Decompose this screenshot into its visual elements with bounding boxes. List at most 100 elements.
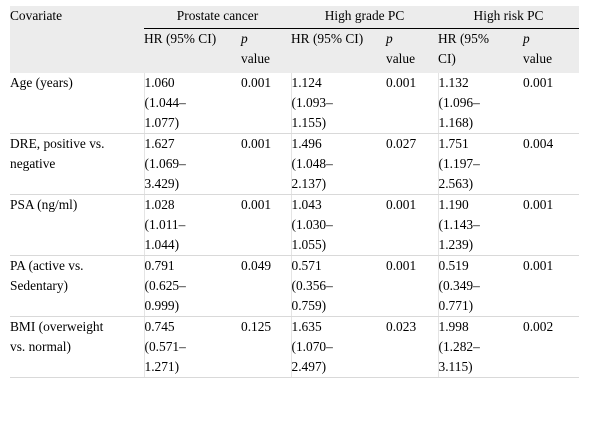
hr-text: 2.497) [291, 359, 327, 374]
hr-cell: 1.496 (1.048– 2.137) [290, 133, 387, 195]
p-header-3: p value [523, 28, 580, 73]
hr-header-2: HR (95% CI) [291, 28, 387, 73]
hr-text: 0.771) [438, 298, 474, 313]
hr-cell: 0.571 (0.356– 0.759) [290, 255, 387, 317]
hr-cell: 0.519 (0.349– 0.771) [437, 255, 524, 317]
hr-cell: 1.132 (1.096– 1.168) [437, 73, 524, 134]
hr-header-text: HR (95% [438, 31, 489, 46]
hr-header-text: CI) [438, 51, 456, 66]
hr-text: 1.751 [438, 136, 469, 151]
hr-text: 1.028 [144, 197, 175, 212]
group-header-high-grade-pc: High grade PC [291, 6, 439, 29]
hr-text: (0.349– [438, 278, 480, 293]
hr-text: 2.563) [438, 176, 474, 191]
covariate-cell: BMI (overweight vs. normal) [10, 316, 144, 378]
p-value-cell: 0.001 [241, 133, 292, 195]
hr-text: (1.030– [291, 217, 333, 232]
covariate-cell: PA (active vs. Sedentary) [10, 255, 144, 317]
hr-text: 1.998 [438, 319, 469, 334]
hr-text: 1.055) [291, 237, 327, 252]
hr-text: 0.519 [438, 258, 469, 273]
hr-text: 1.132 [438, 75, 469, 90]
p-value-cell: 0.023 [386, 316, 439, 378]
header-sub-row: HR (95% CI) p value HR (95% CI) p value HR… [10, 28, 580, 73]
hr-text: (0.356– [291, 278, 333, 293]
hr-text: (1.011– [144, 217, 186, 232]
covariate-header: Covariate [10, 6, 144, 73]
p-value-cell: 0.002 [523, 316, 580, 378]
hr-text: (1.093– [291, 95, 333, 110]
hr-text: (1.048– [291, 156, 333, 171]
p-value-cell: 0.001 [523, 194, 580, 256]
p-value-cell: 0.001 [523, 73, 580, 134]
covariate-text: Sedentary) [10, 278, 69, 293]
hr-text: 1.155) [291, 115, 327, 130]
p-value-cell: 0.001 [523, 255, 580, 317]
hr-cell: 1.124 (1.093– 1.155) [290, 73, 387, 134]
hr-text: 2.137) [291, 176, 327, 191]
table-row: PSA (ng/ml) 1.028 (1.011– 1.044) 0.001 1.043(… [10, 194, 580, 256]
p-header-2: p value [386, 28, 439, 73]
hr-header-text: HR (95% CI) [144, 31, 217, 46]
hr-text: 1.077) [144, 115, 180, 130]
p-header-1: p value [241, 28, 292, 73]
hr-text: (1.096– [438, 95, 480, 110]
p-value-word: value [523, 51, 553, 66]
p-value-cell: 0.001 [241, 194, 292, 256]
covariate-cell: PSA (ng/ml) [10, 194, 144, 256]
p-value-cell: 0.004 [523, 133, 580, 195]
p-italic: p [386, 31, 393, 46]
hr-text: 1.496 [291, 136, 322, 151]
covariate-text: PA (active vs. [10, 258, 84, 273]
covariate-text: BMI (overweight [10, 319, 104, 334]
hr-text: 1.635 [291, 319, 322, 334]
hr-text: (1.070– [291, 339, 333, 354]
covariate-text: vs. normal) [10, 339, 71, 354]
p-value-cell: 0.001 [386, 194, 439, 256]
table-row: BMI (overweight vs. normal) 0.745 (0.571– 1.… [10, 316, 580, 378]
p-value-cell: 0.027 [386, 133, 439, 195]
hr-cell: 1.190 (1.143– 1.239) [437, 194, 524, 256]
p-value-cell: 0.001 [386, 255, 439, 317]
hr-text: (1.044– [144, 95, 186, 110]
hr-text: 1.190 [438, 197, 469, 212]
hr-text: 0.745 [144, 319, 175, 334]
p-value-cell: 0.049 [241, 255, 292, 317]
hr-cell: 0.791 (0.625– 0.999) [143, 255, 241, 317]
hr-text: 0.571 [291, 258, 322, 273]
hr-text: 1.239) [438, 237, 474, 252]
hr-text: 1.271) [144, 359, 180, 374]
hr-cell: 1.043 (1.030– 1.055) [290, 194, 387, 256]
covariate-text: PSA (ng/ml) [10, 197, 78, 212]
hazard-ratio-table: Covariate Prostate cancer High grade PC … [10, 6, 580, 378]
hr-text: 1.124 [291, 75, 322, 90]
p-value-cell: 0.001 [386, 73, 439, 134]
hr-cell: 1.998 (1.282– 3.115) [437, 316, 524, 378]
hr-cell: 1.028 (1.011– 1.044) [143, 194, 241, 256]
hr-cell: 1.751 (1.197– 2.563) [437, 133, 524, 195]
hr-text: 0.791 [144, 258, 175, 273]
hr-text: 3.115) [438, 359, 473, 374]
hr-text: (1.143– [438, 217, 480, 232]
hr-text: 1.627 [144, 136, 175, 151]
p-value-word: value [386, 51, 416, 66]
p-italic: p [523, 31, 530, 46]
hr-text: 0.759) [291, 298, 327, 313]
hr-cell: 1.060 (1.044– 1.077) [143, 73, 241, 134]
hr-text: 1.043 [291, 197, 322, 212]
hr-text: 1.168) [438, 115, 474, 130]
hr-header-text: HR (95% CI) [291, 31, 364, 46]
group-header-high-risk-pc: High risk PC [438, 6, 580, 29]
covariate-text: Age (years) [10, 75, 73, 90]
hr-cell: 1.635 (1.070– 2.497) [290, 316, 387, 378]
covariate-text: negative [10, 156, 56, 171]
p-value-word: value [241, 51, 270, 66]
hr-text: 3.429) [144, 176, 180, 191]
p-italic: p [241, 31, 248, 46]
hr-text: (1.282– [438, 339, 480, 354]
hr-cell: 1.627 (1.069– 3.429) [143, 133, 241, 195]
hr-text: (1.069– [144, 156, 186, 171]
table-body: Age (years) 1.060 (1.044– 1.077) 0.001 1.124(… [10, 73, 580, 378]
hr-text: 0.999) [144, 298, 180, 313]
hr-text: (0.571– [144, 339, 186, 354]
